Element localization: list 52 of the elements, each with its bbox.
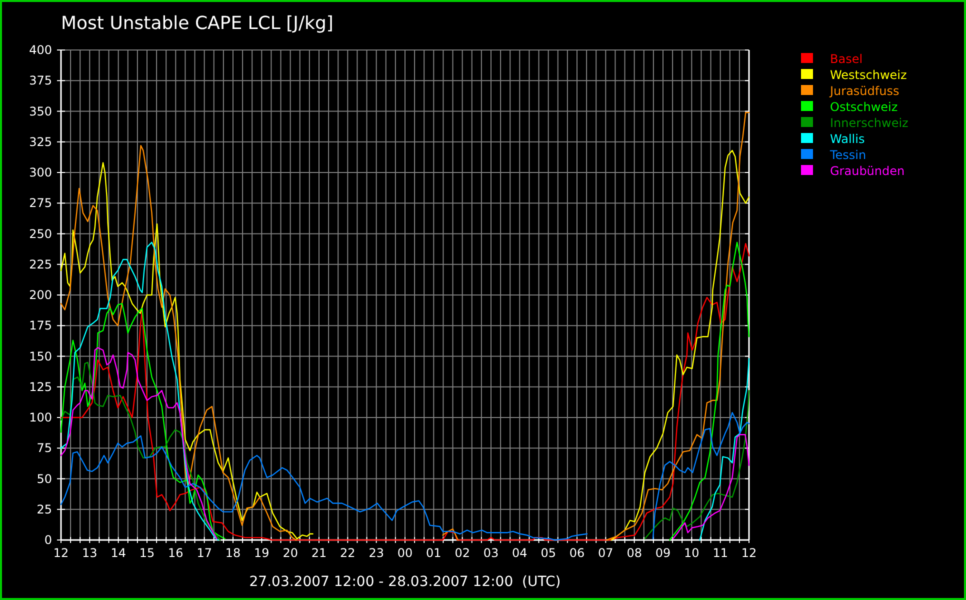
y-tick-label: 150 <box>29 349 52 364</box>
x-tick-label: 13 <box>82 546 98 560</box>
y-tick-label: 50 <box>36 472 52 486</box>
x-tick-label: 05 <box>540 546 556 560</box>
legend-label: Westschweiz <box>830 68 907 82</box>
y-tick-label: 100 <box>29 410 52 424</box>
legend-label: Tessin <box>829 148 866 162</box>
x-tick-label: 21 <box>311 546 327 560</box>
x-tick-label: 07 <box>598 546 614 560</box>
x-tick-label: 15 <box>139 546 155 560</box>
x-tick-label: 06 <box>569 546 585 560</box>
x-tick-label: 22 <box>340 546 356 560</box>
x-tick-label: 18 <box>225 546 241 560</box>
x-tick-label: 02 <box>454 546 470 560</box>
x-tick-label: 08 <box>626 546 642 560</box>
y-tick-label: 300 <box>29 166 52 180</box>
y-tick-label: 75 <box>36 441 52 456</box>
x-tick-label: 20 <box>282 546 298 560</box>
x-axis-title: 27.03.2007 12:00 - 28.03.2007 12:00 (UTC) <box>249 574 561 590</box>
x-tick-label: 14 <box>110 546 126 560</box>
y-tick-label: 200 <box>29 288 52 302</box>
y-tick-label: 225 <box>29 257 52 272</box>
x-tick-label: 10 <box>684 546 700 560</box>
legend-label: Ostschweiz <box>830 100 898 114</box>
x-tick-label: 04 <box>512 546 528 560</box>
x-tick-label: 00 <box>397 546 413 560</box>
y-tick-label: 25 <box>36 502 52 516</box>
legend-label: Basel <box>830 52 863 66</box>
legend-label: Innerschweiz <box>830 116 908 130</box>
x-tick-label: 12 <box>53 546 69 560</box>
x-tick-label: 12 <box>741 546 757 560</box>
y-tick-label: 400 <box>29 43 52 57</box>
y-tick-label: 125 <box>29 380 52 394</box>
y-tick-label: 375 <box>29 74 52 88</box>
y-tick-label: 275 <box>29 196 52 210</box>
x-tick-label: 23 <box>368 546 384 560</box>
y-tick-label: 250 <box>29 226 52 241</box>
legend-label: Wallis <box>830 132 865 146</box>
y-tick-label: 325 <box>29 134 52 149</box>
x-tick-label: 17 <box>196 546 212 560</box>
x-tick-label: 11 <box>712 546 728 560</box>
x-tick-label: 09 <box>655 546 671 560</box>
y-tick-label: 175 <box>29 318 52 333</box>
x-tick-label: 19 <box>254 546 270 560</box>
y-tick-label: 0 <box>44 533 52 547</box>
legend-label: Graubünden <box>830 164 905 178</box>
x-tick-label: 01 <box>426 546 442 560</box>
y-tick-label: 350 <box>29 104 52 118</box>
legend-label: Jurasüdfuss <box>829 84 900 98</box>
chart-title: Most Unstable CAPE LCL [J/kg] <box>61 13 334 34</box>
x-tick-label: 03 <box>483 546 499 560</box>
x-tick-label: 16 <box>168 546 184 560</box>
